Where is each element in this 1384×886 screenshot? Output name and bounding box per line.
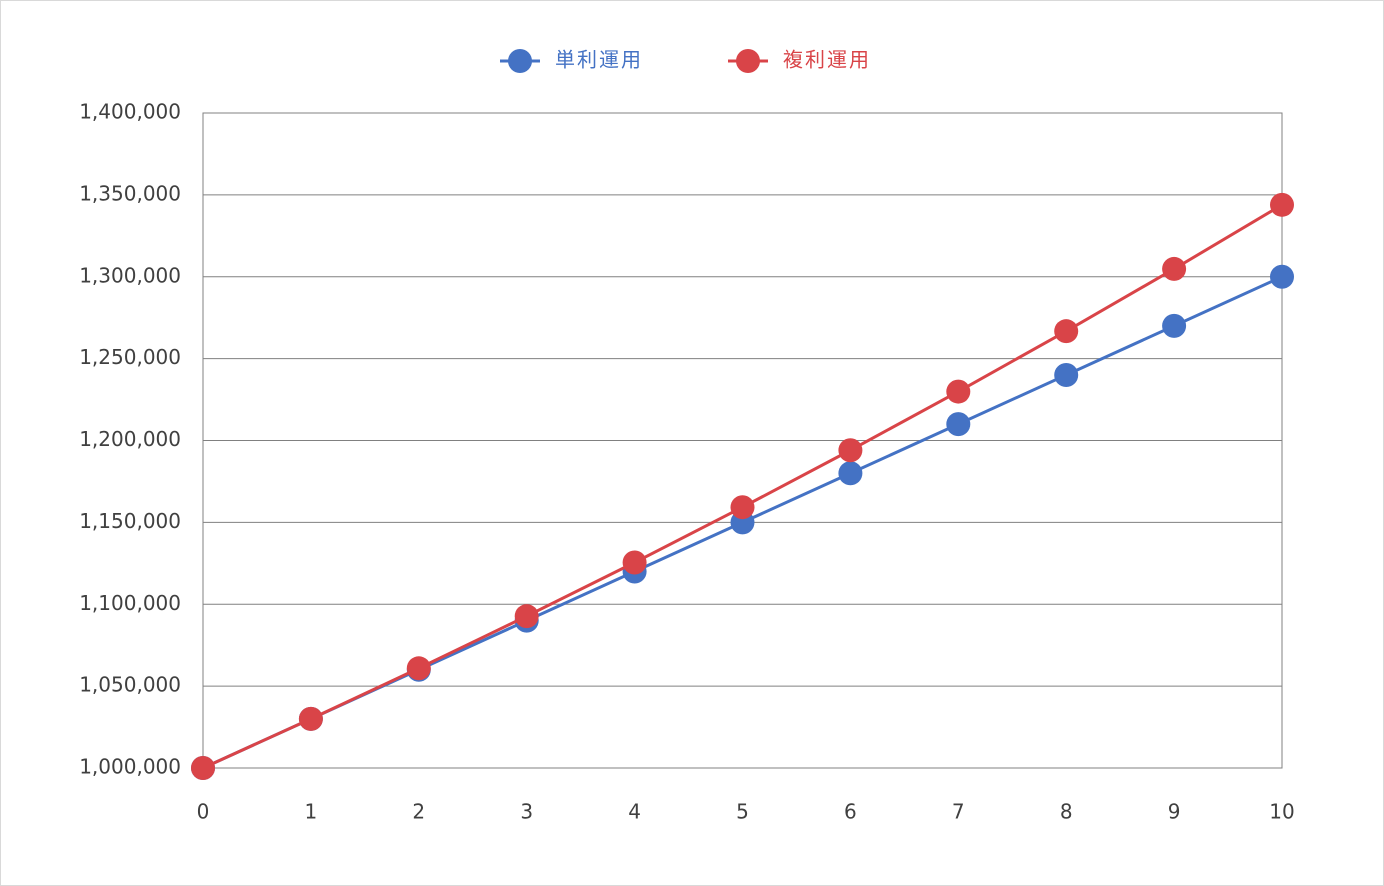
y-tick-label: 1,000,000 xyxy=(79,755,181,779)
data-point xyxy=(946,379,971,404)
x-tick-label: 4 xyxy=(628,800,641,824)
y-tick-label: 1,400,000 xyxy=(79,100,181,124)
data-point xyxy=(1162,313,1187,338)
legend-marker xyxy=(508,49,532,73)
data-point xyxy=(838,461,863,486)
x-tick-label: 6 xyxy=(844,800,857,824)
y-tick-label: 1,100,000 xyxy=(79,591,181,615)
x-tick-label: 8 xyxy=(1060,800,1073,824)
data-point xyxy=(1054,363,1079,387)
data-point xyxy=(622,550,647,575)
data-point xyxy=(1270,264,1294,289)
data-point xyxy=(191,756,215,780)
plot-frame xyxy=(202,112,1283,769)
x-tick-label: 1 xyxy=(305,800,318,824)
y-tick-label: 1,350,000 xyxy=(79,181,181,205)
y-tick-label: 1,200,000 xyxy=(79,427,181,451)
legend: 単利運用 複利運用 xyxy=(500,48,871,73)
data-point xyxy=(298,706,323,731)
x-tick-label: 3 xyxy=(520,800,533,824)
x-tick-label: 10 xyxy=(1269,800,1294,824)
y-tick-label: 1,300,000 xyxy=(79,263,181,287)
y-tick-label: 1,050,000 xyxy=(79,673,181,697)
data-point xyxy=(1054,319,1079,344)
data-point xyxy=(838,438,863,463)
legend-label: 複利運用 xyxy=(783,48,871,72)
data-point xyxy=(406,656,431,681)
data-point xyxy=(1162,256,1187,281)
data-point xyxy=(730,495,755,520)
x-tick-label: 0 xyxy=(197,800,210,824)
x-tick-label: 9 xyxy=(1168,800,1181,824)
x-tick-label: 7 xyxy=(952,800,965,824)
legend-marker xyxy=(736,49,760,73)
x-tick-label: 2 xyxy=(412,800,425,824)
y-tick-label: 1,250,000 xyxy=(79,345,181,369)
data-point xyxy=(946,412,971,437)
legend-label: 単利運用 xyxy=(555,48,643,72)
y-tick-label: 1,150,000 xyxy=(79,509,181,533)
data-point xyxy=(514,604,539,629)
x-tick-label: 5 xyxy=(736,800,749,824)
data-point xyxy=(1270,192,1294,217)
